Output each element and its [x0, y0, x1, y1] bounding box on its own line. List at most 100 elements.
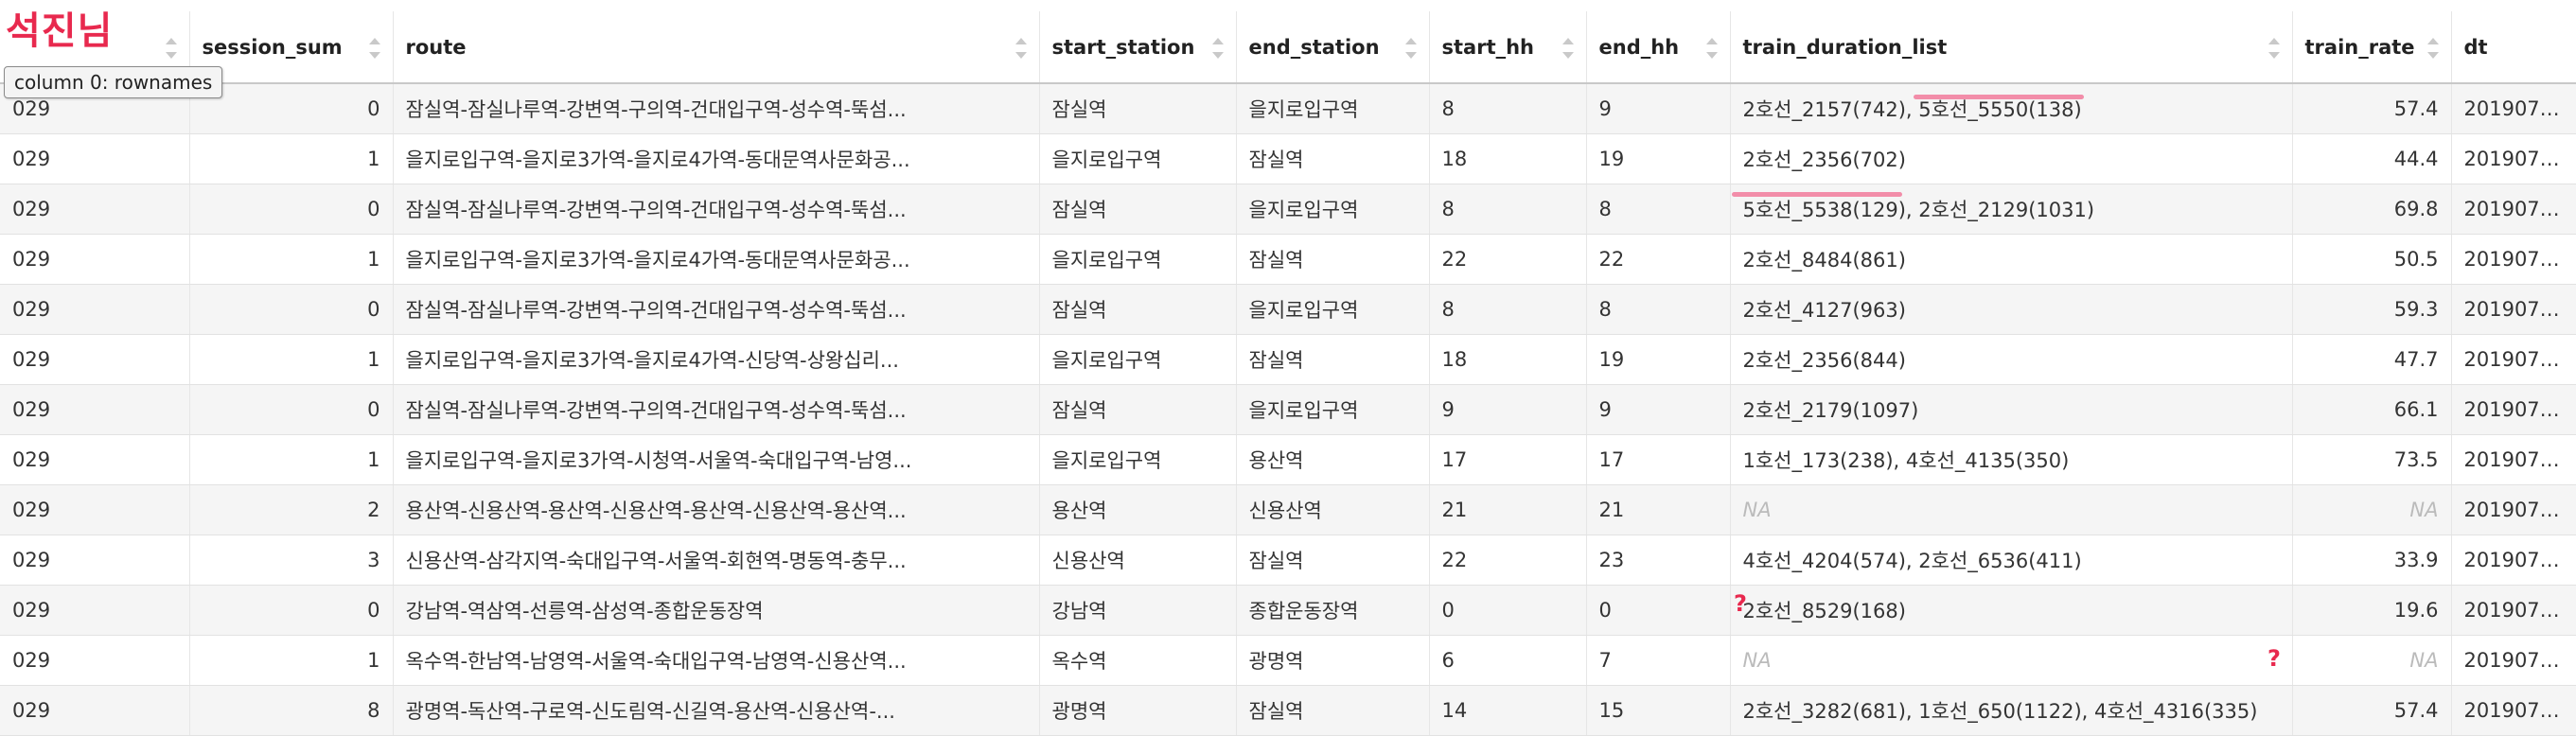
- cell-session-sum: 0: [189, 384, 394, 435]
- cell-dt: 20190701: [2451, 83, 2576, 134]
- cell-end-hh: 8: [1586, 184, 1731, 235]
- cell-start-station: 신용산역: [1039, 534, 1237, 586]
- cell-rownames: 029: [0, 284, 190, 335]
- cell-end-hh: 9: [1586, 83, 1731, 134]
- cell-start-hh: 22: [1429, 534, 1587, 586]
- cell-dt: 20190703: [2451, 334, 2576, 385]
- sort-icon[interactable]: [2426, 38, 2440, 59]
- col-header-end-station[interactable]: end_station: [1236, 11, 1430, 84]
- cell-train-duration-list: 2호선_4127(963): [1730, 284, 2293, 335]
- cell-route: 신용산역-삼각지역-숙대입구역-서울역-회현역-명동역-충무...: [393, 534, 1040, 586]
- col-header-start-station[interactable]: start_station: [1039, 11, 1237, 84]
- data-table: session_sum route start_station end_stat…: [0, 11, 2576, 736]
- cell-end-hh: 21: [1586, 484, 1731, 535]
- cell-train-rate: NA: [2292, 635, 2452, 686]
- cell-start-station: 광명역: [1039, 685, 1237, 736]
- cell-dt: 20190701: [2451, 133, 2576, 184]
- cell-train-duration-list: 2호선_2356(844): [1730, 334, 2293, 385]
- cell-end-station: 잠실역: [1236, 133, 1430, 184]
- cell-start-hh: 18: [1429, 133, 1587, 184]
- cell-train-duration-list: 4호선_4204(574), 2호선_6536(411): [1730, 534, 2293, 586]
- cell-train-rate: NA: [2292, 484, 2452, 535]
- cell-start-station: 을지로입구역: [1039, 133, 1237, 184]
- table-row[interactable]: 029 1 을지로입구역-을지로3가역-시청역-서울역-숙대입구역-남영... 을지로…: [0, 434, 2576, 485]
- cell-rownames: 029: [0, 585, 190, 636]
- cell-train-duration-list: 2호선_2179(1097): [1730, 384, 2293, 435]
- cell-start-hh: 8: [1429, 83, 1587, 134]
- cell-train-duration-list: 5호선_5538(129), 2호선_2129(1031): [1730, 184, 2293, 235]
- table-row[interactable]: 029 0 잠실역-잠실나루역-강변역-구의역-건대입구역-성수역-뚝섬... 잠실역…: [0, 384, 2576, 435]
- sort-icon[interactable]: [1211, 38, 1225, 59]
- col-header-dt[interactable]: dt: [2451, 11, 2576, 84]
- cell-route: 강남역-역삼역-선릉역-삼성역-종합운동장역: [393, 585, 1040, 636]
- cell-session-sum: 3: [189, 534, 394, 586]
- col-header-end-hh[interactable]: end_hh: [1586, 11, 1731, 84]
- cell-session-sum: 1: [189, 434, 394, 485]
- sort-icon[interactable]: [1705, 38, 1719, 59]
- cell-train-duration-list: NA: [1730, 484, 2293, 535]
- sort-icon[interactable]: [165, 38, 178, 59]
- table-row[interactable]: 029 3 신용산역-삼각지역-숙대입구역-서울역-회현역-명동역-충무... 신용산…: [0, 534, 2576, 586]
- cell-train-rate: 57.4: [2292, 685, 2452, 736]
- cell-end-hh: 9: [1586, 384, 1731, 435]
- cell-start-hh: 0: [1429, 585, 1587, 636]
- cell-end-hh: 7: [1586, 635, 1731, 686]
- cell-dt: 20190704: [2451, 434, 2576, 485]
- cell-rownames: 029: [0, 484, 190, 535]
- cell-session-sum: 0: [189, 585, 394, 636]
- cell-route: 잠실역-잠실나루역-강변역-구의역-건대입구역-성수역-뚝섬...: [393, 384, 1040, 435]
- cell-start-station: 잠실역: [1039, 184, 1237, 235]
- col-header-train-rate[interactable]: train_rate: [2292, 11, 2452, 84]
- cell-rownames: 029: [0, 434, 190, 485]
- table-row[interactable]: 029 2 용산역-신용산역-용산역-신용산역-용산역-신용산역-용산역... 용산역…: [0, 484, 2576, 535]
- sort-icon[interactable]: [1404, 38, 1418, 59]
- table-row[interactable]: 029 0 강남역-역삼역-선릉역-삼성역-종합운동장역 강남역 종합운동장역 0 0 2호선…: [0, 585, 2576, 636]
- cell-route: 을지로입구역-을지로3가역-시청역-서울역-숙대입구역-남영...: [393, 434, 1040, 485]
- table-row[interactable]: 029 0 잠실역-잠실나루역-강변역-구의역-건대입구역-성수역-뚝섬... 잠실역…: [0, 184, 2576, 235]
- cell-end-hh: 19: [1586, 334, 1731, 385]
- col-header-route[interactable]: route: [393, 11, 1040, 84]
- cell-train-duration-list: 2호선_3282(681), 1호선_650(1122), 4호선_4316(3…: [1730, 685, 2293, 736]
- sort-icon[interactable]: [2267, 38, 2281, 59]
- cell-route: 을지로입구역-을지로3가역-을지로4가역-신당역-상왕십리...: [393, 334, 1040, 385]
- table-row[interactable]: 029 1 을지로입구역-을지로3가역-을지로4가역-신당역-상왕십리... 을지로입…: [0, 334, 2576, 385]
- cell-start-hh: 21: [1429, 484, 1587, 535]
- cell-end-hh: 15: [1586, 685, 1731, 736]
- cell-dt: 20190713: [2451, 685, 2576, 736]
- col-header-start-hh[interactable]: start_hh: [1429, 11, 1587, 84]
- cell-train-rate: 57.4: [2292, 83, 2452, 134]
- table-row[interactable]: 029 0 잠실역-잠실나루역-강변역-구의역-건대입구역-성수역-뚝섬... 잠실역…: [0, 284, 2576, 335]
- cell-train-rate: 50.5: [2292, 234, 2452, 285]
- sort-icon[interactable]: [368, 38, 381, 59]
- cell-end-hh: 8: [1586, 284, 1731, 335]
- cell-start-hh: 6: [1429, 635, 1587, 686]
- table-row[interactable]: 029 8 광명역-독산역-구로역-신도림역-신길역-용산역-신용산역-... 광명역…: [0, 685, 2576, 736]
- cell-end-station: 잠실역: [1236, 534, 1430, 586]
- table-row[interactable]: 029 1 을지로입구역-을지로3가역-을지로4가역-동대문역사문화공... 을지로입…: [0, 133, 2576, 184]
- cell-rownames: 029: [0, 685, 190, 736]
- cell-end-station: 광명역: [1236, 635, 1430, 686]
- cell-train-duration-list: NA: [1730, 635, 2293, 686]
- cell-start-hh: 14: [1429, 685, 1587, 736]
- sort-icon[interactable]: [1561, 38, 1575, 59]
- cell-train-duration-list: 2호선_8529(168): [1730, 585, 2293, 636]
- cell-rownames: 029: [0, 234, 190, 285]
- table-row[interactable]: 029 1 옥수역-한남역-남영역-서울역-숙대입구역-남영역-신용산역... 옥수역…: [0, 635, 2576, 686]
- cell-train-duration-list: 2호선_2157(742), 5호선_5550(138): [1730, 83, 2293, 134]
- table-row[interactable]: 029 0 잠실역-잠실나루역-강변역-구의역-건대입구역-성수역-뚝섬... 잠실역…: [0, 83, 2576, 134]
- col-header-train-duration-list[interactable]: train_duration_list: [1730, 11, 2293, 84]
- cell-rownames: 029: [0, 334, 190, 385]
- table-row[interactable]: 029 1 을지로입구역-을지로3가역-을지로4가역-동대문역사문화공... 을지로입…: [0, 234, 2576, 285]
- cell-start-station: 잠실역: [1039, 284, 1237, 335]
- cell-train-rate: 59.3: [2292, 284, 2452, 335]
- cell-route: 광명역-독산역-구로역-신도림역-신길역-용산역-신용산역-...: [393, 685, 1040, 736]
- cell-dt: 20190704: [2451, 384, 2576, 435]
- cell-session-sum: 1: [189, 334, 394, 385]
- cell-start-station: 용산역: [1039, 484, 1237, 535]
- cell-start-station: 강남역: [1039, 585, 1237, 636]
- cell-session-sum: 1: [189, 234, 394, 285]
- cell-start-station: 잠실역: [1039, 83, 1237, 134]
- cell-train-rate: 47.7: [2292, 334, 2452, 385]
- col-header-session-sum[interactable]: session_sum: [189, 11, 394, 84]
- sort-icon[interactable]: [1015, 38, 1028, 59]
